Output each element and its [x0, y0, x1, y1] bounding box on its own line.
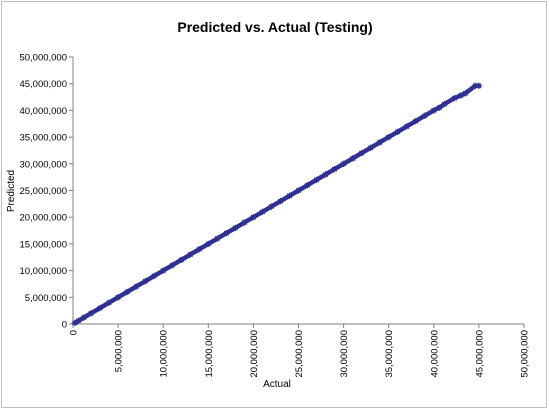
data-point: [436, 104, 443, 111]
data-point: [322, 171, 329, 178]
x-tick-label: 30,000,000: [339, 330, 350, 378]
y-tick-label: 40,000,000: [19, 106, 67, 117]
y-tick-label: 30,000,000: [19, 159, 67, 170]
data-point: [376, 139, 383, 146]
data-point: [123, 288, 131, 296]
data-point: [462, 90, 469, 97]
data-point: [132, 283, 140, 290]
data-point: [169, 262, 176, 269]
y-tick-label: 10,000,000: [19, 266, 67, 277]
y-tick-label: 15,000,000: [19, 239, 67, 250]
y-tick-label: 5,000,000: [25, 293, 67, 304]
y-tick-label: 45,000,000: [19, 79, 67, 90]
x-tick-label: 45,000,000: [474, 330, 485, 378]
data-points: [71, 82, 483, 327]
y-axis-label: Predicted: [6, 170, 17, 212]
chart-title: Predicted vs. Actual (Testing): [177, 19, 372, 35]
data-point: [412, 117, 419, 125]
y-axis: 0 5,000,000 10,000,000 15,000,000 20,000,000…: [19, 53, 74, 331]
data-point: [250, 214, 257, 221]
data-point: [96, 304, 104, 312]
data-point: [114, 294, 122, 301]
data-point: [178, 256, 185, 264]
y-tick-label: 35,000,000: [19, 133, 67, 144]
data-point: [241, 219, 248, 226]
x-tick-label: 40,000,000: [429, 330, 440, 378]
data-point: [214, 235, 221, 242]
x-tick-label: 0: [69, 330, 80, 335]
data-point: [196, 246, 203, 253]
x-axis: 0 5,000,000 10,000,000 15,000,000 20,000,000…: [69, 323, 531, 378]
x-tick-label: 25,000,000: [294, 330, 305, 378]
data-point: [277, 197, 284, 205]
data-point: [187, 251, 194, 258]
data-point: [304, 181, 311, 189]
data-point: [475, 82, 483, 90]
y-tick-label: 20,000,000: [19, 213, 67, 224]
data-point: [430, 107, 437, 114]
data-point: [286, 192, 293, 200]
data-point: [403, 123, 410, 130]
data-point: [358, 149, 365, 157]
y-tick-label: 25,000,000: [19, 186, 67, 197]
data-point: [223, 230, 230, 237]
data-point: [295, 187, 302, 194]
data-point: [259, 208, 266, 216]
x-tick-label: 10,000,000: [159, 330, 170, 378]
data-point: [150, 272, 158, 280]
x-tick-label: 50,000,000: [520, 330, 531, 378]
data-point: [451, 94, 458, 102]
x-tick-label: 5,000,000: [114, 330, 125, 372]
x-tick-label: 35,000,000: [384, 330, 395, 378]
x-axis-label: Actual: [263, 379, 291, 390]
data-point: [394, 128, 401, 135]
data-point: [385, 133, 392, 141]
data-point: [80, 314, 88, 321]
data-point: [349, 155, 356, 162]
data-point: [421, 112, 428, 119]
data-point: [331, 165, 338, 173]
data-point: [141, 278, 149, 285]
data-point: [313, 176, 320, 184]
data-point: [441, 100, 448, 108]
y-tick-label: 0: [62, 320, 67, 331]
y-tick-label: 50,000,000: [19, 53, 67, 64]
data-point: [367, 144, 374, 151]
data-point: [205, 240, 212, 248]
data-point: [232, 224, 239, 232]
data-point: [268, 203, 275, 210]
data-point: [340, 160, 347, 167]
data-point: [75, 317, 82, 324]
x-tick-label: 20,000,000: [249, 330, 260, 378]
x-tick-label: 15,000,000: [204, 330, 215, 378]
data-point: [105, 299, 113, 306]
data-point: [87, 310, 95, 317]
data-point: [160, 267, 167, 274]
